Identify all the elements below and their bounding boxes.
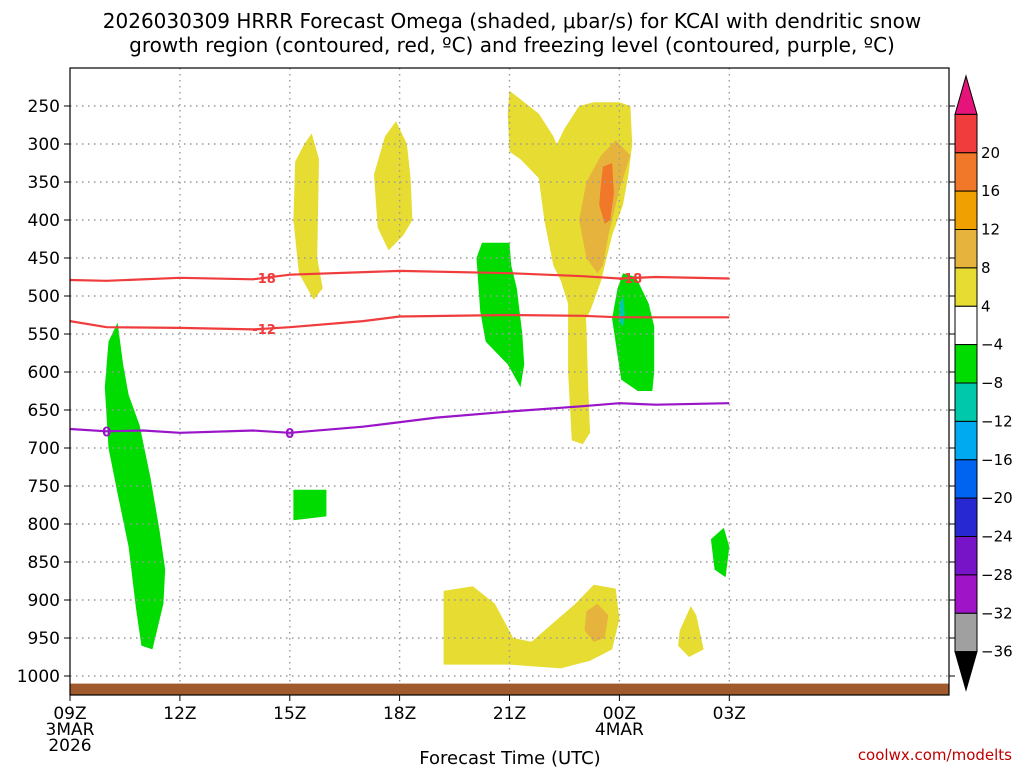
y-tick-label-850: 850 (28, 553, 60, 573)
colorbar-bin-2 (954, 152, 978, 192)
colorbar-label-5: 4 (981, 297, 991, 315)
freezing-contour-label-0-1: 0 (285, 427, 294, 442)
colorbar-label-14: −36 (981, 643, 1013, 661)
x-tick-label-12Z: 12Z (163, 704, 196, 724)
x-tick-sublabel-00Z-0: 4MAR (595, 720, 644, 740)
grid-lines (70, 68, 949, 695)
omega-region-8 (678, 606, 704, 657)
y-tick-label-400: 400 (28, 211, 60, 231)
y-tick-label-700: 700 (28, 439, 60, 459)
ground-layer (70, 683, 949, 695)
colorbar-bottom-arrow (954, 651, 978, 692)
x-tick-sublabel-09Z-1: 2026 (48, 736, 91, 756)
ground-fill (70, 683, 949, 695)
dgz-contour-label-2: -18 (619, 272, 643, 287)
colorbar-bin-11 (954, 497, 978, 538)
x-tick-label-18Z: 18Z (383, 704, 416, 724)
omega-region-6 (443, 584, 620, 669)
colorbar-label-13: −32 (981, 604, 1013, 622)
omega-region-10 (293, 489, 327, 521)
y-tick-label-350: 350 (28, 173, 60, 193)
freezing-contour-label-0-0: 0 (102, 425, 111, 440)
colorbar-bin-8 (954, 382, 978, 422)
y-tick-label-500: 500 (28, 287, 60, 307)
colorbar-bin-10 (954, 459, 978, 499)
omega-region-7 (584, 603, 609, 642)
y-tick-label-250: 250 (28, 97, 60, 117)
freezing-contour-0 (70, 402, 730, 434)
colorbar-label-11: −24 (981, 528, 1013, 546)
omega-region-2 (507, 90, 591, 445)
omega-region-1 (374, 121, 413, 251)
pressure-axis: 250 300 350 400 450 500 550 600 650 700 750 800 850 9… (17, 97, 955, 687)
colorbar-label-1: 20 (981, 144, 1000, 162)
y-tick-label-900: 900 (28, 591, 60, 611)
omega-region-0 (293, 133, 323, 300)
x-axis-label: Forecast Time (UTC) (419, 748, 600, 768)
x-tick-label-00Z: 00Z (603, 704, 636, 724)
colorbar-label-8: −12 (981, 412, 1013, 430)
colorbar-bin-13 (954, 574, 978, 614)
dgz-contour-label-0: -18 (252, 272, 276, 287)
colorbar-bin-7 (954, 344, 978, 384)
dgz-contour-label-1: -12 (252, 323, 276, 338)
colorbar-bin-5 (954, 267, 978, 307)
colorbar-bin-4 (954, 229, 978, 269)
temperature-contours: -18 -12 -18 0 0 (70, 269, 730, 442)
colorbar-bin-6 (954, 305, 978, 346)
colorbar-label-9: −16 (981, 451, 1013, 469)
credit-text: coolwx.com/modelts (858, 746, 1012, 764)
x-tick-sublabel-09Z-0: 3MAR (46, 720, 95, 740)
omega-colorbar: 20 16 12 8 4 −4 −8 −12 −16 −20 −24 −28 −32 −36 (954, 74, 1013, 692)
colorbar-label-4: 8 (981, 259, 991, 277)
colorbar-bin-14 (954, 612, 978, 653)
y-tick-label-950: 950 (28, 629, 60, 649)
dgz-contour-0 (70, 269, 730, 282)
x-tick-label-15Z: 15Z (273, 704, 306, 724)
omega-region-5 (599, 163, 614, 224)
x-tick-label-21Z: 21Z (493, 704, 526, 724)
y-tick-label-300: 300 (28, 135, 60, 155)
chart-title-line-2: growth region (contoured, red, ºC) and f… (129, 33, 895, 57)
omega-shaded-regions (104, 90, 730, 669)
colorbar-bin-1 (954, 113, 978, 154)
y-tick-label-600: 600 (28, 363, 60, 383)
colorbar-bin-9 (954, 420, 978, 461)
colorbar-label-3: 12 (981, 221, 1000, 239)
colorbar-bin-3 (954, 190, 978, 231)
x-tick-label-03Z: 03Z (713, 704, 746, 724)
omega-region-9 (104, 322, 166, 650)
chart-title-line-1: 2026030309 HRRR Forecast Omega (shaded, … (103, 9, 921, 33)
colorbar-label-12: −28 (981, 566, 1013, 584)
colorbar-bin-12 (954, 536, 978, 576)
y-tick-label-550: 550 (28, 325, 60, 345)
colorbar-label-7: −8 (981, 374, 1003, 392)
colorbar-label-10: −20 (981, 489, 1013, 507)
omega-region-14 (710, 527, 730, 578)
y-tick-label-750: 750 (28, 477, 60, 497)
colorbar-label-2: 16 (981, 182, 1000, 200)
colorbar-label-6: −4 (981, 336, 1003, 354)
x-tick-label-09Z: 09Z (53, 704, 86, 724)
omega-region-13 (619, 296, 625, 327)
y-tick-label-800: 800 (28, 515, 60, 535)
dgz-contour-1 (70, 313, 730, 331)
y-tick-label-650: 650 (28, 401, 60, 421)
y-tick-label-450: 450 (28, 249, 60, 269)
y-tick-label-1000: 1000 (17, 667, 60, 687)
